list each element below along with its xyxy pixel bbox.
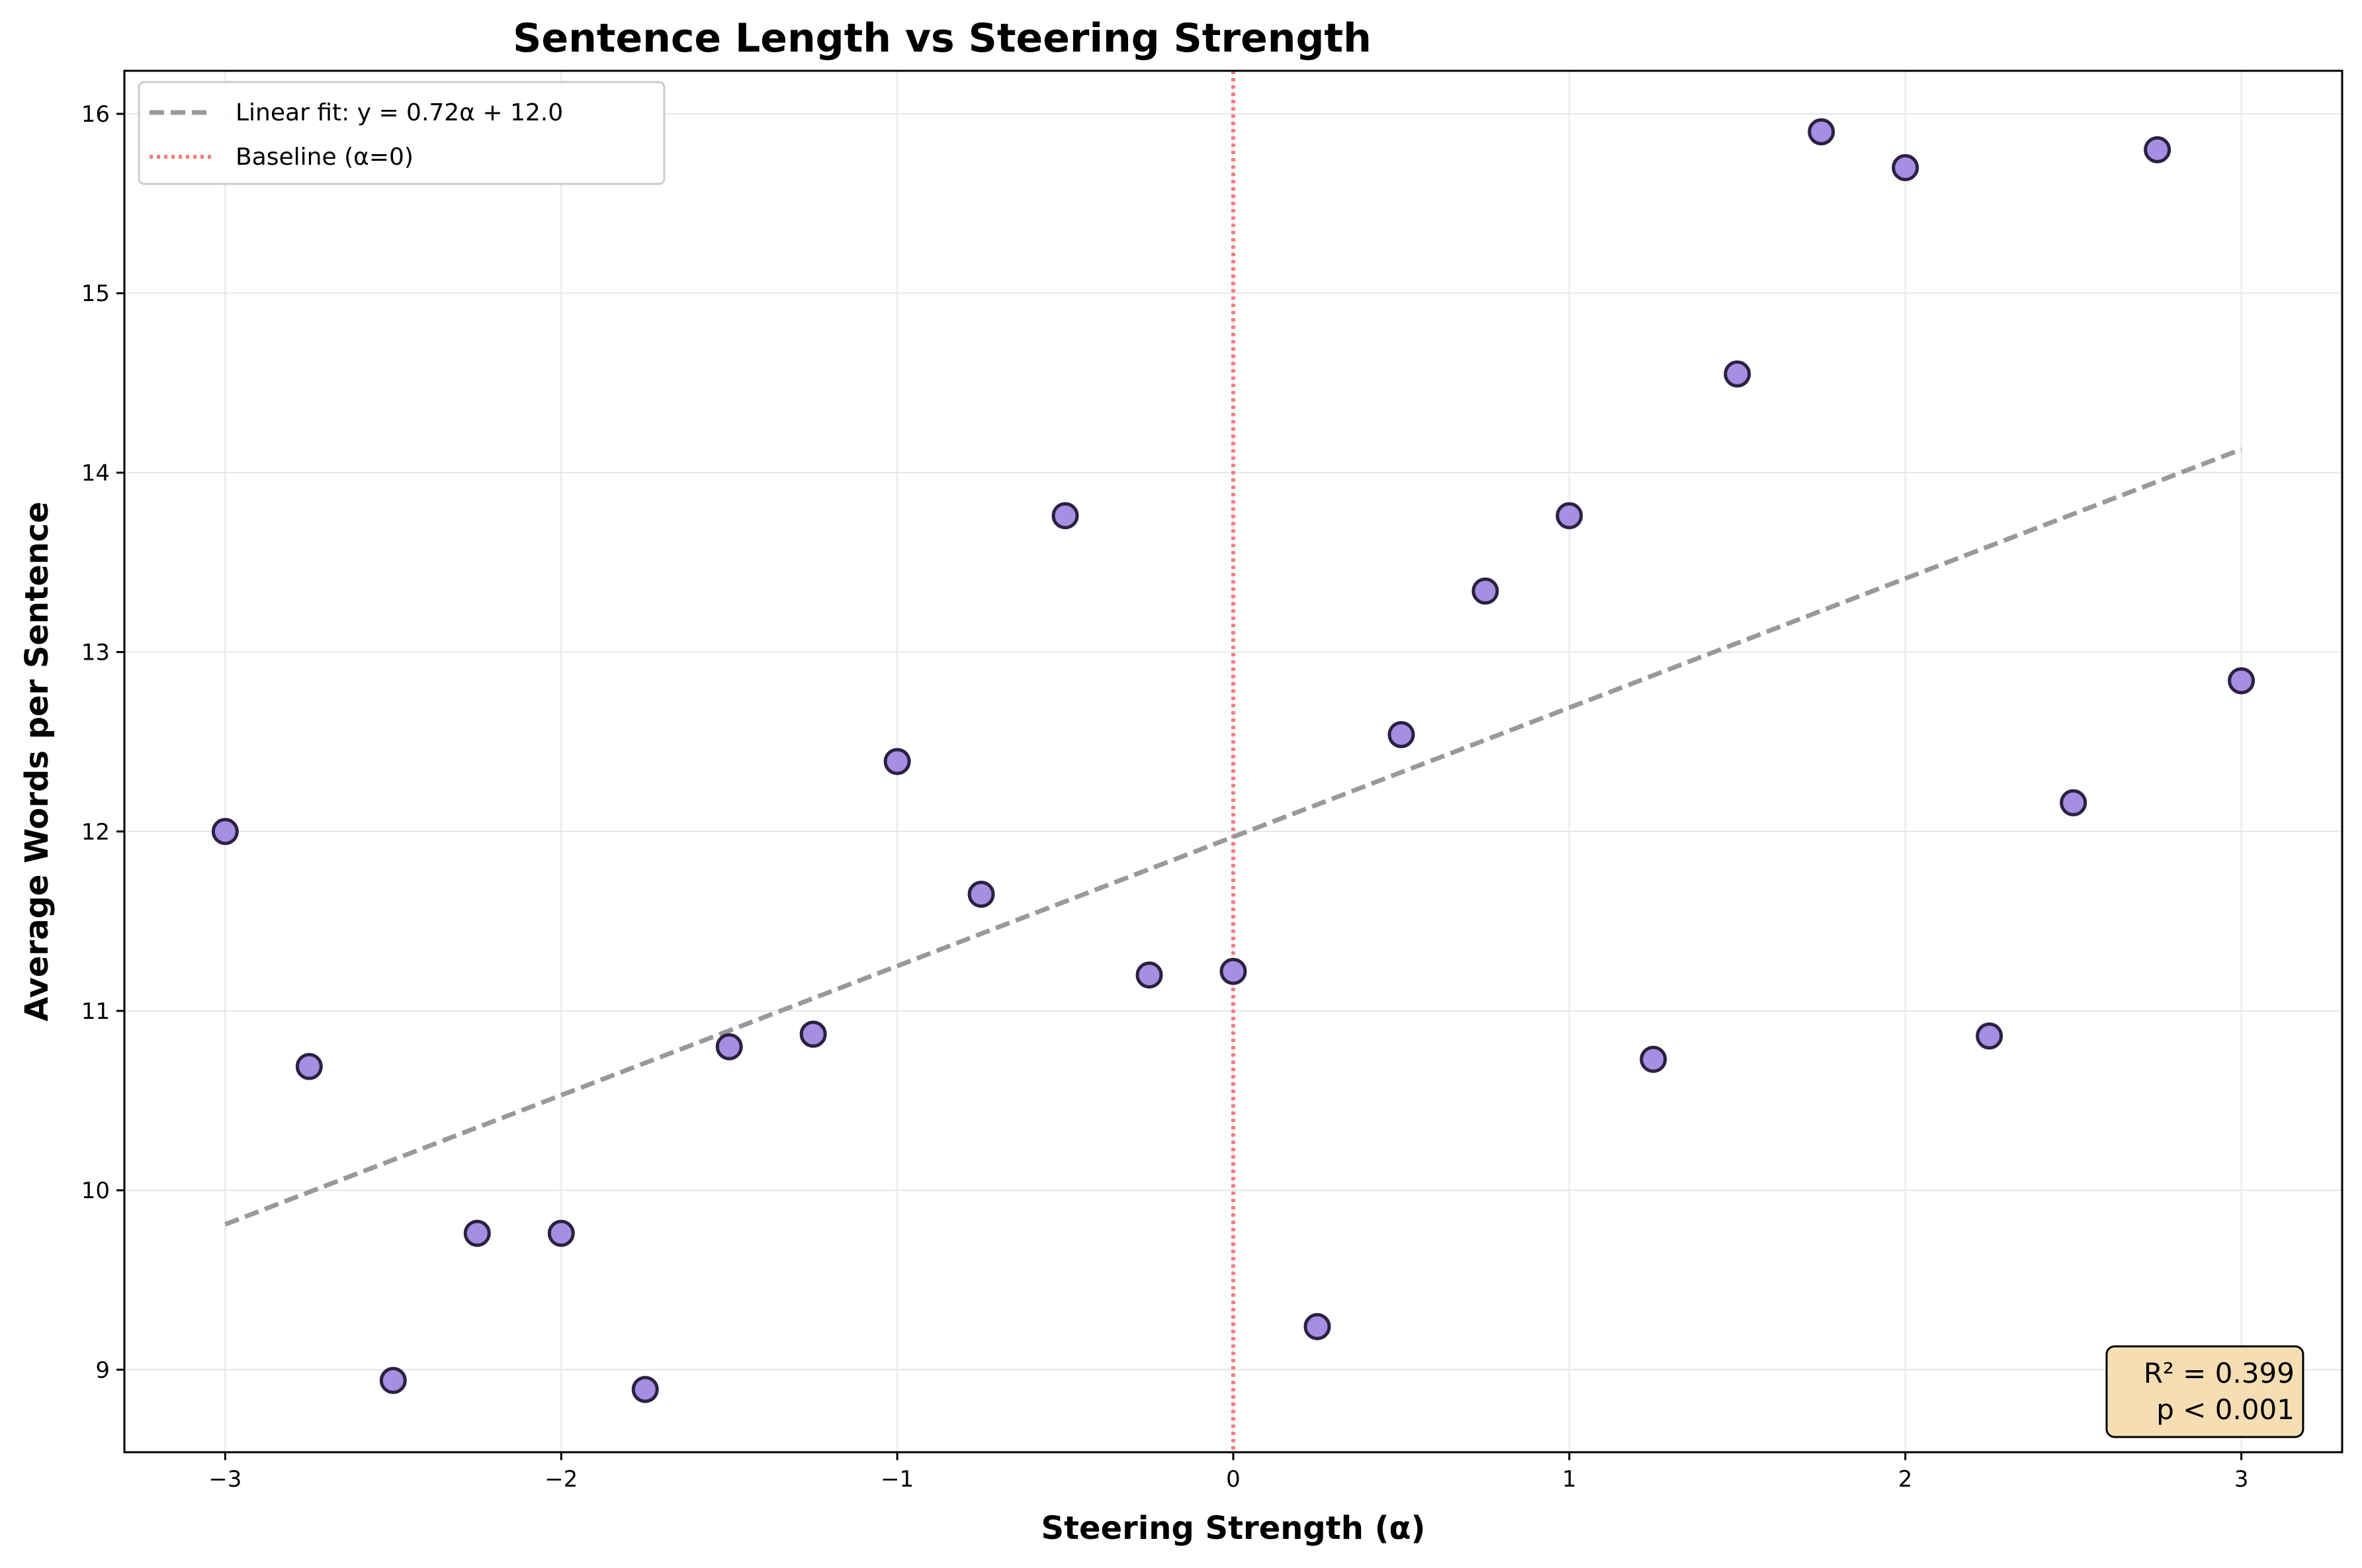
data-point [1808,118,1835,146]
stats-r-squared: R² = 0.399 [2144,1357,2295,1389]
data-point [715,1033,743,1061]
stats-box-background [2105,1345,2304,1438]
legend-baseline-label: Baseline (α=0) [236,144,414,171]
y-tick-label: 9 [95,1357,110,1383]
data-point [2144,136,2171,163]
data-point [1471,577,1499,605]
stats-p-value: p < 0.001 [2156,1393,2295,1426]
x-tick-label: 1 [1562,1466,1577,1493]
y-axis-ticks: 9 10 11 12 13 14 15 16 [81,101,124,1383]
data-point [967,881,995,908]
fit-line [224,447,2242,1227]
y-tick-label: 15 [81,281,110,307]
data-point [883,748,911,775]
data-point [1135,961,1163,989]
data-point [2228,667,2255,695]
data-points [211,118,2255,1403]
x-tick-label: 3 [2234,1466,2249,1493]
data-point [1892,153,1919,181]
fit-line-layer [224,447,2242,1227]
data-point [547,1219,575,1247]
data-point [631,1375,659,1403]
x-tick-label: −3 [208,1466,241,1493]
x-tick-label: 0 [1226,1466,1241,1493]
chart-title: Sentence Length vs Steering Strength [513,15,1372,62]
y-tick-label: 12 [81,819,110,846]
data-point [1387,720,1415,748]
x-axis-label: Steering Strength (α) [1041,1510,1426,1547]
data-point [1555,501,1583,529]
x-tick-label: −1 [881,1466,914,1493]
data-point [1640,1045,1667,1073]
y-axis-label: Average Words per Sentence [19,501,56,1022]
data-point [2060,789,2087,816]
data-point [295,1053,323,1080]
data-point [211,818,239,846]
data-point [463,1219,491,1247]
y-tick-label: 14 [81,460,110,486]
x-tick-label: 2 [1898,1466,1913,1493]
y-tick-label: 13 [81,640,110,666]
data-point [379,1367,407,1395]
legend: Linear fit: y = 0.72α + 12.0 Baseline (α… [138,81,666,185]
data-point [1303,1313,1331,1340]
x-tick-label: −2 [545,1466,578,1493]
legend-fit-label: Linear fit: y = 0.72α + 12.0 [236,99,563,126]
y-tick-label: 16 [81,101,110,128]
data-point [1051,501,1079,529]
data-point [1976,1022,2003,1050]
stats-box: R² = 0.399 p < 0.001 [2105,1345,2304,1438]
data-point [799,1020,827,1048]
y-tick-label: 11 [81,998,110,1025]
x-axis-ticks: −3 −2 −1 0 1 2 3 [208,1452,2248,1493]
legend-box [138,81,666,185]
data-point [1219,957,1247,985]
data-point [1724,360,1751,388]
y-tick-label: 10 [81,1178,110,1204]
